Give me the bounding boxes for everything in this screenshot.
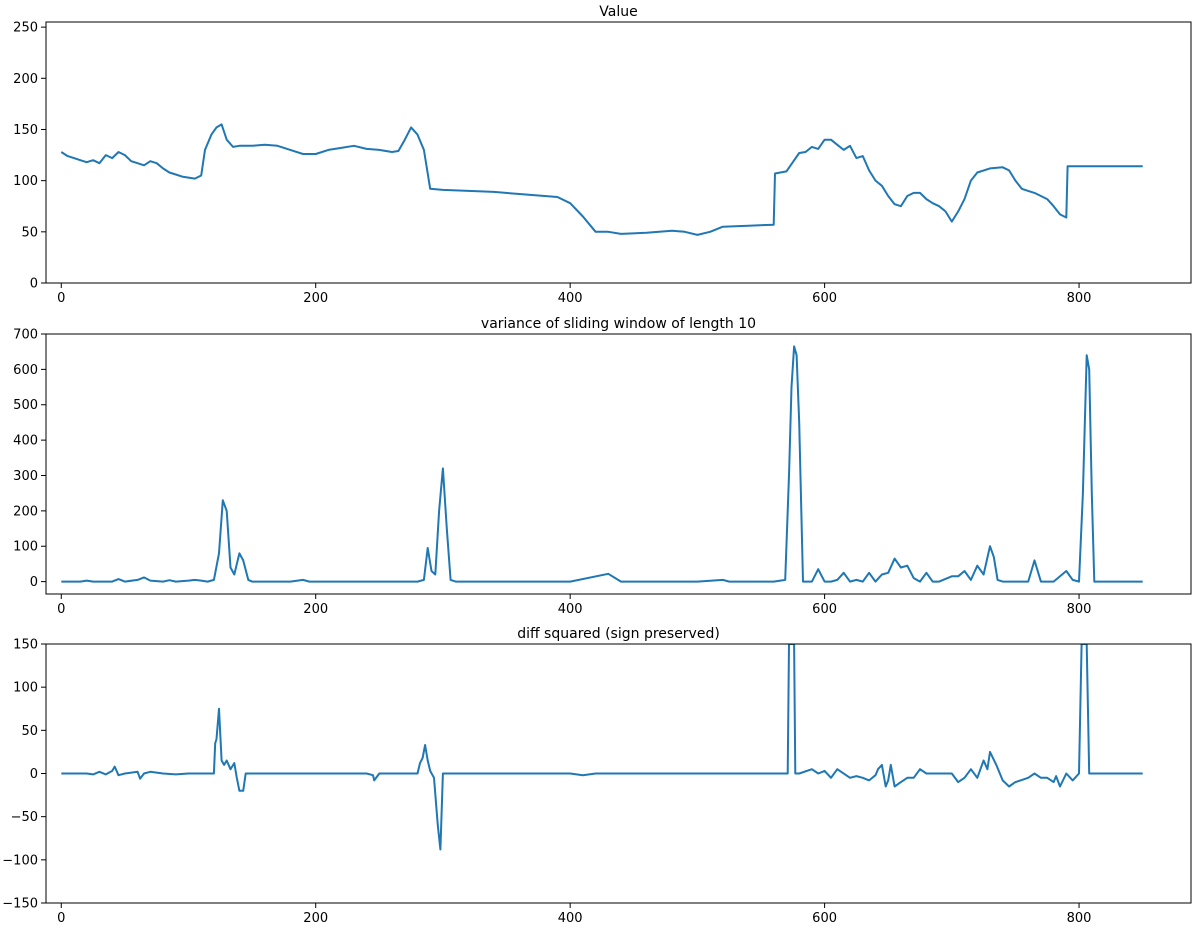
chart-title: variance of sliding window of length 10	[481, 316, 756, 332]
x-tick-label: 600	[812, 911, 837, 926]
x-tick-label: 0	[57, 602, 65, 617]
x-tick-label: 600	[812, 291, 837, 306]
diff-squared-chart-panel: diff squared (sign preserved) −150 −100 −50…	[2, 626, 1192, 926]
x-tick-label: 600	[812, 602, 837, 617]
axes-frame	[45, 333, 1192, 595]
chart-title: diff squared (sign preserved)	[517, 626, 720, 642]
series-line-variance	[61, 345, 1143, 583]
y-tick-label: 50	[21, 225, 38, 240]
y-tick-label: 500	[13, 398, 38, 413]
variance-chart-panel: variance of sliding window of length 10 0…	[13, 316, 1192, 617]
y-tick-label: 150	[13, 123, 38, 138]
y-tick-label: −100	[2, 853, 38, 868]
y-tick-label: 300	[13, 469, 38, 484]
y-tick-label: 0	[30, 277, 38, 292]
y-tick-label: 100	[13, 681, 38, 696]
y-tick-label: 150	[13, 638, 38, 653]
y-tick-label: 50	[21, 724, 38, 739]
y-tick-label: 200	[13, 504, 38, 519]
y-tick-label: 600	[13, 363, 38, 378]
axes-frame	[45, 21, 1192, 284]
x-tick-label: 400	[558, 911, 583, 926]
x-tick-label: 200	[303, 602, 328, 617]
y-tick-label: −150	[2, 897, 38, 912]
x-tick-label: 800	[1067, 291, 1092, 306]
x-tick-label: 200	[303, 291, 328, 306]
x-tick-label: 800	[1067, 602, 1092, 617]
y-tick-label: 200	[13, 72, 38, 87]
x-tick-label: 400	[558, 291, 583, 306]
y-tick-label: 700	[13, 328, 38, 343]
y-tick-label: 250	[13, 21, 38, 36]
y-tick-label: 400	[13, 434, 38, 449]
series-line-diff-squared	[61, 644, 1143, 851]
x-tick-label: 200	[303, 911, 328, 926]
y-tick-label: 100	[13, 174, 38, 189]
value-chart-panel: Value 0 50 100 150 200 250 0 200 400 600 800	[13, 4, 1192, 306]
x-tick-label: 0	[57, 911, 65, 926]
y-tick-label: 100	[13, 540, 38, 555]
x-tick-label: 0	[57, 291, 65, 306]
series-line-value	[60, 123, 1143, 236]
y-tick-label: −50	[11, 810, 38, 825]
y-tick-label: 0	[30, 767, 38, 782]
x-tick-label: 400	[558, 602, 583, 617]
chart-title: Value	[599, 4, 637, 20]
y-tick-label: 0	[30, 575, 38, 590]
x-tick-label: 800	[1067, 911, 1092, 926]
